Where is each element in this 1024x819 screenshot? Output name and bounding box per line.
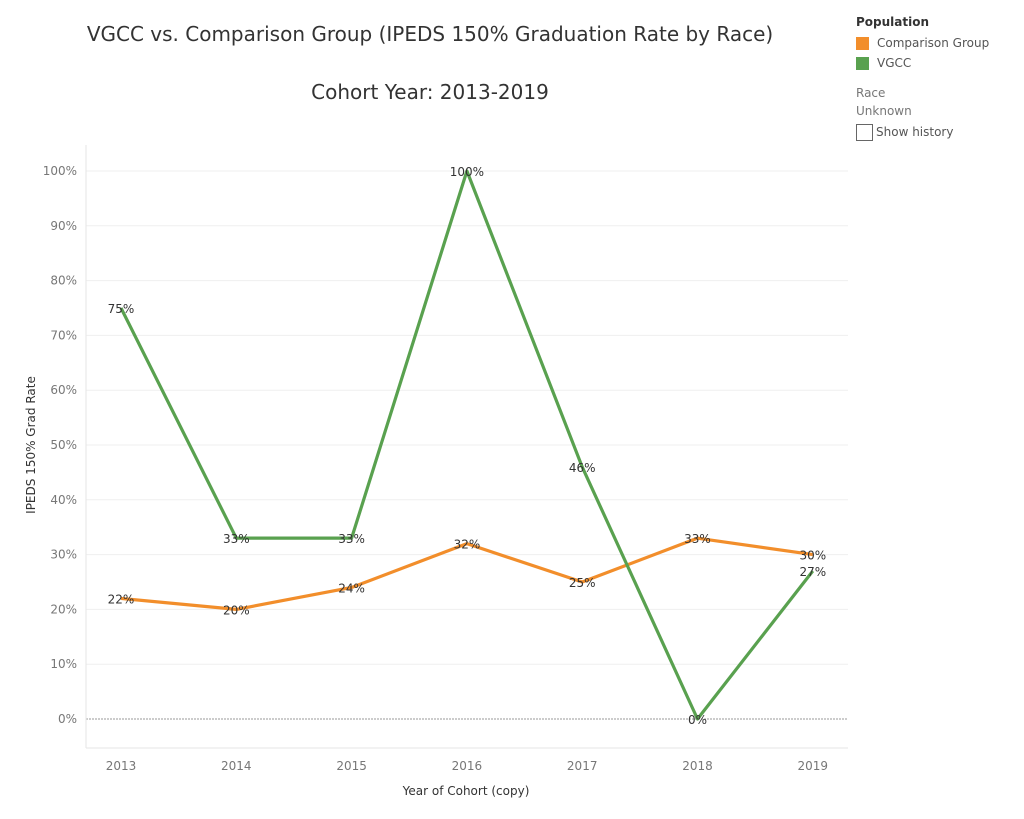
y-tick-label: 60% [50, 383, 77, 397]
data-label: 30% [799, 549, 826, 563]
x-tick-label: 2017 [567, 759, 598, 773]
y-axis-ticks: 0% 10% 20% 30% 40% 50% 60% 70% 80% 90% 100% [43, 164, 77, 726]
legend-swatch-comparison-group [856, 36, 869, 50]
data-label: 32% [454, 538, 481, 552]
data-label: 46% [569, 461, 596, 475]
x-tick-label: 2016 [452, 759, 483, 773]
x-axis-title: Year of Cohort (copy) [402, 784, 530, 798]
y-tick-label: 10% [50, 657, 77, 671]
x-tick-label: 2015 [336, 759, 367, 773]
legend-label-vgcc: VGCC [877, 56, 912, 70]
y-tick-label: 0% [58, 712, 77, 726]
show-history-checkbox[interactable] [856, 123, 873, 141]
y-tick-label: 30% [50, 548, 77, 562]
y-tick-label: 80% [50, 274, 77, 288]
legend-label-comparison-group: Comparison Group [877, 36, 990, 50]
data-labels: 22% 20% 24% 32% 25% 33% 30% 75% 33% 33% 100% 46% 0% 2… [108, 165, 826, 727]
show-history-label: Show history [876, 125, 954, 139]
y-axis-title: IPEDS 150% Grad Rate [24, 376, 38, 514]
race-filter-value: Unknown [856, 104, 912, 118]
race-filter: Race Unknown Show history [856, 84, 953, 141]
data-label: 0% [688, 713, 707, 727]
legend-swatch-vgcc [856, 56, 869, 70]
data-label: 24% [338, 581, 365, 595]
y-tick-label: 20% [50, 602, 77, 616]
series-line-vgcc[interactable] [119, 169, 815, 721]
x-tick-label: 2018 [682, 759, 713, 773]
race-filter-label: Race [856, 86, 886, 100]
legend-title: Population [856, 15, 930, 29]
data-label: 27% [799, 565, 826, 579]
chart-title: VGCC vs. Comparison Group (IPEDS 150% Gr… [86, 22, 774, 46]
x-tick-label: 2014 [221, 759, 252, 773]
legend-item-comparison-group[interactable]: Comparison Group [856, 33, 989, 53]
gridlines [85, 145, 848, 749]
legend-item-vgcc[interactable]: VGCC [856, 53, 989, 73]
data-label: 33% [684, 532, 711, 546]
data-label: 25% [569, 576, 596, 590]
data-label: 20% [223, 603, 250, 617]
data-label: 75% [108, 302, 135, 316]
y-tick-label: 70% [50, 328, 77, 342]
show-history-toggle[interactable]: Show history [856, 123, 953, 141]
y-tick-label: 100% [43, 164, 77, 178]
series-line-comparison-group[interactable] [120, 536, 814, 612]
data-label: 33% [338, 532, 365, 546]
legend: Population Comparison Group VGCC [856, 15, 989, 73]
y-tick-label: 90% [50, 219, 77, 233]
y-tick-label: 40% [50, 493, 77, 507]
x-tick-label: 2019 [798, 759, 829, 773]
series-lines [119, 169, 815, 721]
x-axis-ticks: 2013 2014 2015 2016 2017 2018 2019 [106, 759, 828, 773]
chart-subtitle: Cohort Year: 2013-2019 [311, 80, 549, 104]
y-tick-label: 50% [50, 438, 77, 452]
x-tick-label: 2013 [106, 759, 137, 773]
data-label: 100% [450, 165, 484, 179]
data-label: 33% [223, 532, 250, 546]
data-label: 22% [108, 592, 135, 606]
